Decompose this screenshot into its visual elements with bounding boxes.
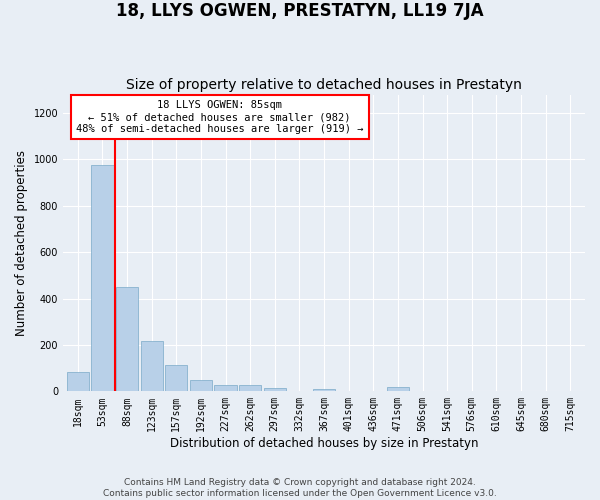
X-axis label: Distribution of detached houses by size in Prestatyn: Distribution of detached houses by size …: [170, 437, 478, 450]
Bar: [140, 342, 163, 392]
Bar: [116, 287, 138, 392]
Text: 18, LLYS OGWEN, PRESTATYN, LL19 7JA: 18, LLYS OGWEN, PRESTATYN, LL19 7JA: [116, 2, 484, 21]
Bar: [165, 364, 187, 392]
Bar: [190, 380, 212, 392]
Bar: [214, 385, 236, 392]
Title: Size of property relative to detached houses in Prestatyn: Size of property relative to detached ho…: [126, 78, 522, 92]
Bar: [67, 372, 89, 392]
Text: 18 LLYS OGWEN: 85sqm
← 51% of detached houses are smaller (982)
48% of semi-deta: 18 LLYS OGWEN: 85sqm ← 51% of detached h…: [76, 100, 364, 134]
Bar: [313, 389, 335, 392]
Bar: [91, 166, 113, 392]
Bar: [387, 387, 409, 392]
Bar: [264, 388, 286, 392]
Y-axis label: Number of detached properties: Number of detached properties: [15, 150, 28, 336]
Text: Contains HM Land Registry data © Crown copyright and database right 2024.
Contai: Contains HM Land Registry data © Crown c…: [103, 478, 497, 498]
Bar: [239, 385, 261, 392]
